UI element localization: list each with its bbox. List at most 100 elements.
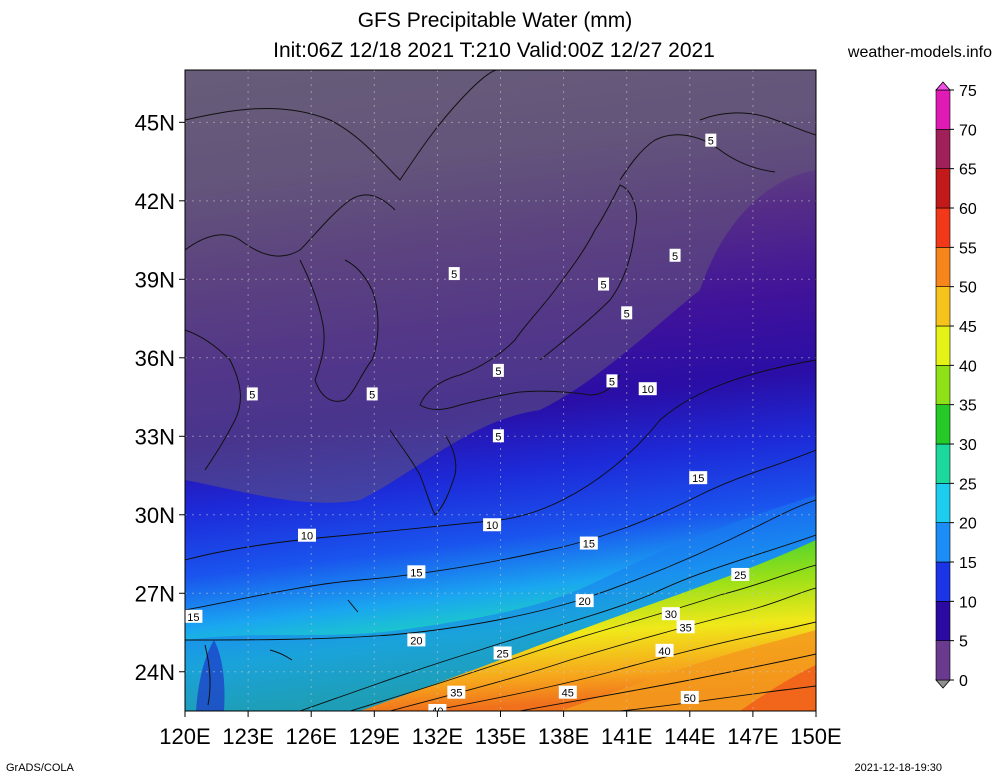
colorbar-label: 75 [959,83,977,100]
axis-group: 120E 123E 126E 129E 132E 135E 138E 141E 144E 147E… [135,110,842,749]
colorbar-swatch [935,522,951,563]
colorbar-label: 25 [959,476,977,493]
contour-label: 45 [562,688,574,700]
colorbar-label: 50 [959,280,977,297]
colorbar-label: 0 [959,673,968,690]
colorbar-swatch [935,168,951,209]
contour-label: 40 [658,646,670,658]
lat-tick-label: 33N [135,424,175,449]
contour-label-box [483,518,502,532]
colorbar-swatch [935,601,951,641]
contour-label: 10 [301,531,313,543]
colorbar-swatch [935,325,951,366]
colorbar-swatch [935,247,951,287]
contour-label: 5 [672,251,678,263]
contour-label: 35 [450,688,462,700]
contour-label: 5 [369,389,375,401]
colorbar-label: 55 [959,240,977,257]
contour-label: 25 [496,648,508,660]
contour-label: 10 [486,520,498,532]
contour-label: 10 [642,384,654,396]
contour-label: 30 [665,609,677,621]
colorbar-label: 30 [959,437,977,454]
lat-tick-label: 42N [135,189,175,214]
contour-label-box [407,633,426,647]
coastlines [185,70,816,706]
contour-label-box [705,133,717,147]
lon-tick-label: 123E [222,724,273,749]
colorbar-swatch [935,640,951,681]
contour-label-box [297,528,316,542]
lat-tick-label: 45N [135,110,175,135]
contour-label: 40 [431,706,443,718]
lat-tick-label: 24N [135,660,175,685]
contour-label-box [492,363,504,377]
contour-label-box [492,429,504,443]
chart-title: GFS Precipitable Water (mm) [357,9,633,32]
lon-tick-label: 138E [538,724,589,749]
contour-label-box [185,609,203,623]
contour-label-box [621,306,633,320]
warm-core [560,630,816,711]
footer-credit: GrADS/COLA [6,762,74,774]
colorbar-swatch [935,365,951,405]
contour-label: 5 [495,431,501,443]
colorbar-swatch [935,286,951,327]
contour-label: 5 [601,280,607,292]
contour-label: 5 [609,376,615,388]
contour-label: 15 [692,473,704,485]
contour-label-box [598,277,610,291]
lon-tick-label: 144E [664,724,715,749]
colorbar-swatch [935,443,951,484]
contour-label-box [638,382,657,396]
lon-tick-label: 129E [349,724,400,749]
contour-label-box [655,643,674,657]
contour-label-box [661,607,680,621]
lon-tick-label: 120E [159,724,210,749]
lon-tick-label: 147E [727,724,778,749]
colorbar-label: 40 [959,358,977,375]
contour-label-box [558,685,577,699]
colorbar-max-arrow [935,81,951,91]
contour-label-box [606,374,618,388]
contour-label-box [575,594,594,608]
lon-tick-label: 141E [601,724,652,749]
contour-label: 35 [679,622,691,634]
contour-label: 15 [410,567,422,579]
contour-label: 5 [624,308,630,320]
contour-label-box [493,646,512,660]
hot-core [740,665,816,711]
contour-label-box [680,690,699,704]
colorbar-swatch [935,207,951,248]
footer-timestamp: 2021-12-18-19:30 [854,762,942,774]
contour-label: 5 [451,269,457,281]
contour-label-box [407,565,426,579]
colorbar-label: 20 [959,516,977,533]
chart-subtitle: Init:06Z 12/18 2021 T:210 Valid:00Z 12/2… [273,39,715,62]
colorbar-label: 35 [959,398,977,415]
colorbar: 0 5 10 15 20 25 30 35 40 45 50 55 60 65 70 75 [935,81,977,690]
contour-label-box [689,471,708,485]
contour-label: 15 [187,612,199,624]
lon-tick-label: 135E [475,724,526,749]
colorbar-swatch [935,89,951,130]
colorbar-swatch [935,561,951,602]
contour-label-box [246,387,258,401]
contour-label-box [731,567,750,581]
lat-tick-label: 27N [135,581,175,606]
contour-lines [185,359,816,711]
colorbar-min-arrow [935,679,951,689]
lon-tick-label: 132E [412,724,463,749]
contour-label: 5 [249,389,255,401]
contour-label-box [579,536,598,550]
colorbar-label: 70 [959,122,977,139]
dry-region-north [185,70,816,503]
contour-label-box [676,620,695,634]
contour-label-box [366,387,378,401]
lon-tick-label: 126E [286,724,337,749]
colorbar-label: 10 [959,594,977,611]
colorbar-label: 60 [959,201,977,218]
lat-tick-label: 39N [135,267,175,292]
